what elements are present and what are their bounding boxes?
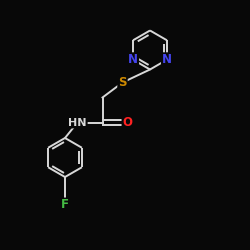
Text: F: F xyxy=(61,198,69,211)
Text: HN: HN xyxy=(68,118,87,128)
Text: S: S xyxy=(118,76,127,89)
Text: N: N xyxy=(128,53,138,66)
Text: O: O xyxy=(122,116,132,129)
Text: N: N xyxy=(162,53,172,66)
